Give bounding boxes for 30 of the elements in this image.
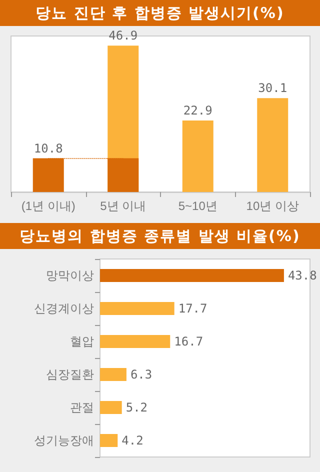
bar bbox=[100, 335, 170, 348]
bar bbox=[257, 98, 288, 192]
data-label: 6.3 bbox=[130, 368, 152, 382]
y-tick-label: 혈압 bbox=[70, 334, 94, 348]
x-tick-label: (1년 이내) bbox=[21, 199, 76, 213]
data-label: 10.8 bbox=[34, 141, 63, 156]
y-tick-label: 신경계이상 bbox=[34, 302, 94, 316]
bar bbox=[100, 401, 122, 414]
data-label: 4.2 bbox=[122, 434, 144, 448]
y-tick-label: 망막이상 bbox=[46, 268, 94, 282]
data-label: 16.7 bbox=[174, 334, 204, 348]
x-tick-label: 5~10년 bbox=[178, 199, 218, 213]
data-label: 30.1 bbox=[258, 81, 288, 96]
data-label: 5.2 bbox=[126, 400, 148, 414]
bar bbox=[100, 269, 284, 282]
data-label: 43.8 bbox=[288, 268, 317, 282]
data-label: 46.9 bbox=[108, 28, 138, 43]
data-label: 22.9 bbox=[183, 104, 212, 118]
y-tick-label: 성기능장애 bbox=[34, 434, 94, 448]
bar bbox=[100, 302, 174, 315]
bar bbox=[100, 368, 126, 381]
bar bbox=[100, 434, 118, 447]
y-tick-label: 관절 bbox=[70, 400, 94, 414]
x-tick-label: 5년 이내 bbox=[100, 199, 146, 213]
bar bbox=[182, 120, 214, 192]
chart-title: 당뇨병의 합병증 종류별 발생 비율(%) bbox=[0, 223, 320, 249]
x-tick-label: 10년 이상 bbox=[246, 199, 299, 213]
chart-title: 당뇨 진단 후 합병증 발생시기(%) bbox=[0, 0, 320, 26]
data-label: 17.7 bbox=[178, 302, 208, 316]
y-tick-label: 심장질환 bbox=[46, 368, 94, 382]
